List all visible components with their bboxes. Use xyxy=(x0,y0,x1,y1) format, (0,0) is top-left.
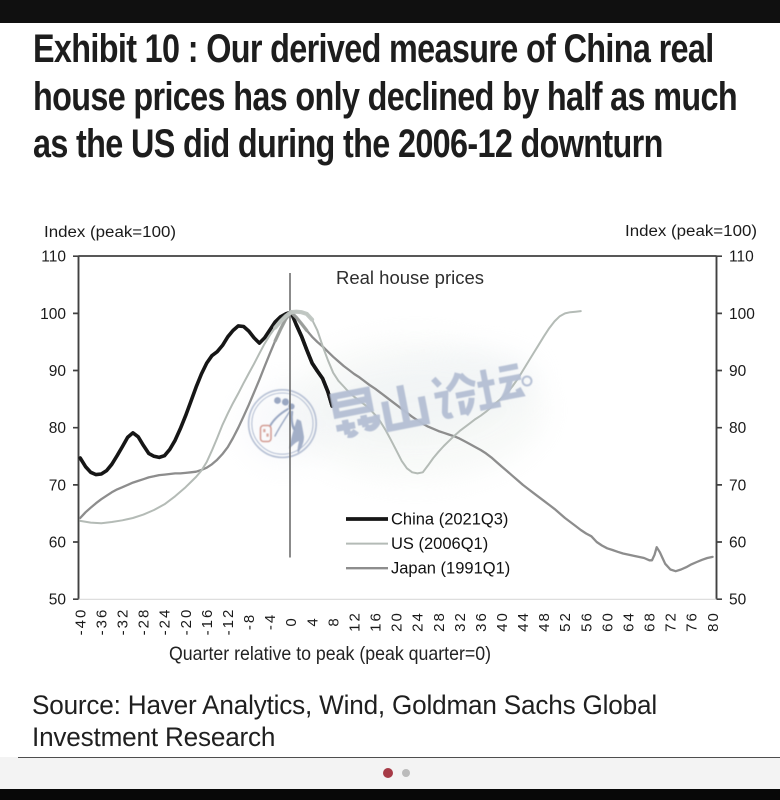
svg-text:70: 70 xyxy=(729,477,747,494)
svg-text:28: 28 xyxy=(431,611,448,632)
svg-text:4: 4 xyxy=(304,616,321,626)
svg-text:60: 60 xyxy=(729,535,747,552)
svg-text:64: 64 xyxy=(621,611,638,632)
svg-text:12: 12 xyxy=(346,611,363,632)
svg-text:Index (peak=100): Index (peak=100) xyxy=(625,223,757,240)
svg-text:Quarter relative to peak (peak: Quarter relative to peak (peak quarter=0… xyxy=(169,643,491,665)
svg-text:80: 80 xyxy=(49,420,67,437)
svg-text:50: 50 xyxy=(49,592,67,609)
svg-text:36: 36 xyxy=(473,611,490,632)
svg-text:-28: -28 xyxy=(136,608,153,636)
svg-text:110: 110 xyxy=(729,249,754,266)
svg-text:60: 60 xyxy=(599,611,616,632)
svg-text:60: 60 xyxy=(49,535,67,552)
svg-text:-24: -24 xyxy=(157,608,174,636)
svg-text:Japan (1991Q1): Japan (1991Q1) xyxy=(391,560,510,578)
svg-text:0: 0 xyxy=(283,616,300,626)
svg-text:110: 110 xyxy=(41,249,66,266)
svg-text:-16: -16 xyxy=(199,608,216,636)
svg-text:-12: -12 xyxy=(220,608,237,636)
svg-text:100: 100 xyxy=(40,306,66,323)
svg-text:90: 90 xyxy=(729,363,747,380)
svg-text:-8: -8 xyxy=(241,613,258,630)
svg-text:-40: -40 xyxy=(72,608,89,636)
svg-text:70: 70 xyxy=(49,477,67,494)
svg-text:80: 80 xyxy=(729,420,747,437)
svg-text:China (2021Q3): China (2021Q3) xyxy=(391,511,508,529)
svg-text:40: 40 xyxy=(494,611,511,632)
svg-text:-32: -32 xyxy=(115,608,132,636)
svg-text:52: 52 xyxy=(557,611,574,632)
svg-text:56: 56 xyxy=(578,611,595,632)
svg-text:32: 32 xyxy=(452,611,469,632)
svg-text:US (2006Q1): US (2006Q1) xyxy=(391,535,488,553)
svg-text:-36: -36 xyxy=(94,608,111,636)
svg-text:16: 16 xyxy=(368,611,385,632)
svg-text:72: 72 xyxy=(663,611,680,632)
svg-text:20: 20 xyxy=(389,611,406,632)
svg-text:100: 100 xyxy=(729,306,755,323)
svg-text:44: 44 xyxy=(515,611,532,632)
svg-text:90: 90 xyxy=(49,363,67,380)
svg-text:50: 50 xyxy=(729,592,747,609)
svg-text:24: 24 xyxy=(410,611,427,632)
svg-text:8: 8 xyxy=(325,616,342,626)
svg-text:48: 48 xyxy=(536,611,553,632)
svg-text:-20: -20 xyxy=(178,608,195,636)
svg-text:76: 76 xyxy=(684,611,701,632)
svg-text:-4: -4 xyxy=(262,613,279,630)
svg-text:Index (peak=100): Index (peak=100) xyxy=(44,224,176,241)
svg-text:68: 68 xyxy=(642,611,659,632)
svg-text:Real house prices: Real house prices xyxy=(336,267,484,288)
svg-text:80: 80 xyxy=(705,611,722,632)
